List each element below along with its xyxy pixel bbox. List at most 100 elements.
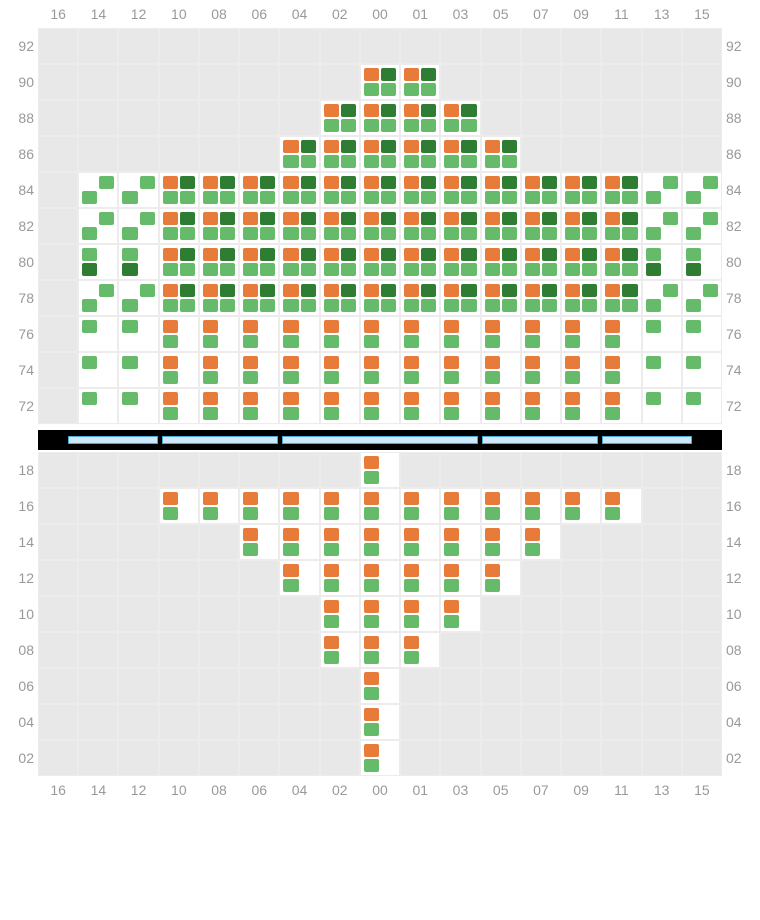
cell-active[interactable] [481, 280, 521, 316]
cell-active[interactable] [360, 244, 400, 280]
cell-active[interactable] [199, 208, 239, 244]
cell-active[interactable] [400, 280, 440, 316]
cell-active[interactable] [78, 316, 118, 352]
cell-active[interactable] [360, 596, 400, 632]
cell-active[interactable] [360, 208, 400, 244]
cell-active[interactable] [239, 488, 279, 524]
cell-active[interactable] [199, 172, 239, 208]
cell-active[interactable] [118, 388, 158, 424]
cell-active[interactable] [199, 280, 239, 316]
cell-active[interactable] [118, 208, 158, 244]
cell-active[interactable] [642, 244, 682, 280]
cell-active[interactable] [320, 100, 360, 136]
cell-active[interactable] [682, 244, 722, 280]
cell-active[interactable] [118, 280, 158, 316]
cell-active[interactable] [159, 280, 199, 316]
cell-active[interactable] [561, 316, 601, 352]
cell-active[interactable] [521, 208, 561, 244]
cell-active[interactable] [78, 244, 118, 280]
cell-active[interactable] [440, 316, 480, 352]
cell-active[interactable] [642, 172, 682, 208]
cell-active[interactable] [360, 632, 400, 668]
cell-active[interactable] [481, 560, 521, 596]
cell-active[interactable] [279, 172, 319, 208]
cell-active[interactable] [360, 488, 400, 524]
cell-active[interactable] [682, 388, 722, 424]
cell-active[interactable] [400, 632, 440, 668]
cell-active[interactable] [320, 172, 360, 208]
cell-active[interactable] [360, 172, 400, 208]
cell-active[interactable] [360, 560, 400, 596]
cell-active[interactable] [682, 280, 722, 316]
cell-active[interactable] [561, 488, 601, 524]
cell-active[interactable] [400, 64, 440, 100]
cell-active[interactable] [320, 596, 360, 632]
cell-active[interactable] [400, 208, 440, 244]
cell-active[interactable] [561, 280, 601, 316]
cell-active[interactable] [320, 388, 360, 424]
cell-active[interactable] [360, 100, 400, 136]
cell-active[interactable] [601, 208, 641, 244]
cell-active[interactable] [360, 388, 400, 424]
cell-active[interactable] [360, 352, 400, 388]
cell-active[interactable] [521, 352, 561, 388]
cell-active[interactable] [239, 172, 279, 208]
cell-active[interactable] [279, 488, 319, 524]
cell-active[interactable] [239, 316, 279, 352]
cell-active[interactable] [360, 136, 400, 172]
cell-active[interactable] [521, 172, 561, 208]
cell-active[interactable] [400, 316, 440, 352]
cell-active[interactable] [682, 352, 722, 388]
cell-active[interactable] [118, 244, 158, 280]
cell-active[interactable] [159, 488, 199, 524]
cell-active[interactable] [400, 524, 440, 560]
cell-active[interactable] [360, 704, 400, 740]
cell-active[interactable] [239, 524, 279, 560]
cell-active[interactable] [440, 172, 480, 208]
cell-active[interactable] [561, 352, 601, 388]
cell-active[interactable] [561, 388, 601, 424]
cell-active[interactable] [320, 136, 360, 172]
cell-active[interactable] [521, 280, 561, 316]
cell-active[interactable] [199, 316, 239, 352]
cell-active[interactable] [440, 280, 480, 316]
cell-active[interactable] [400, 488, 440, 524]
cell-active[interactable] [279, 560, 319, 596]
cell-active[interactable] [400, 596, 440, 632]
cell-active[interactable] [642, 316, 682, 352]
cell-active[interactable] [481, 208, 521, 244]
cell-active[interactable] [481, 352, 521, 388]
cell-active[interactable] [400, 100, 440, 136]
cell-active[interactable] [440, 136, 480, 172]
cell-active[interactable] [360, 740, 400, 776]
cell-active[interactable] [279, 388, 319, 424]
cell-active[interactable] [400, 352, 440, 388]
cell-active[interactable] [440, 488, 480, 524]
cell-active[interactable] [360, 280, 400, 316]
cell-active[interactable] [521, 388, 561, 424]
cell-active[interactable] [239, 208, 279, 244]
cell-active[interactable] [400, 172, 440, 208]
cell-active[interactable] [642, 208, 682, 244]
cell-active[interactable] [239, 244, 279, 280]
cell-active[interactable] [481, 244, 521, 280]
cell-active[interactable] [481, 172, 521, 208]
cell-active[interactable] [199, 244, 239, 280]
cell-active[interactable] [279, 316, 319, 352]
cell-active[interactable] [400, 388, 440, 424]
cell-active[interactable] [360, 316, 400, 352]
cell-active[interactable] [561, 244, 601, 280]
cell-active[interactable] [601, 244, 641, 280]
cell-active[interactable] [360, 524, 400, 560]
cell-active[interactable] [601, 388, 641, 424]
cell-active[interactable] [642, 280, 682, 316]
cell-active[interactable] [320, 208, 360, 244]
cell-active[interactable] [199, 488, 239, 524]
cell-active[interactable] [78, 352, 118, 388]
cell-active[interactable] [400, 244, 440, 280]
cell-active[interactable] [360, 452, 400, 488]
cell-active[interactable] [440, 560, 480, 596]
cell-active[interactable] [118, 316, 158, 352]
cell-active[interactable] [320, 244, 360, 280]
cell-active[interactable] [159, 172, 199, 208]
